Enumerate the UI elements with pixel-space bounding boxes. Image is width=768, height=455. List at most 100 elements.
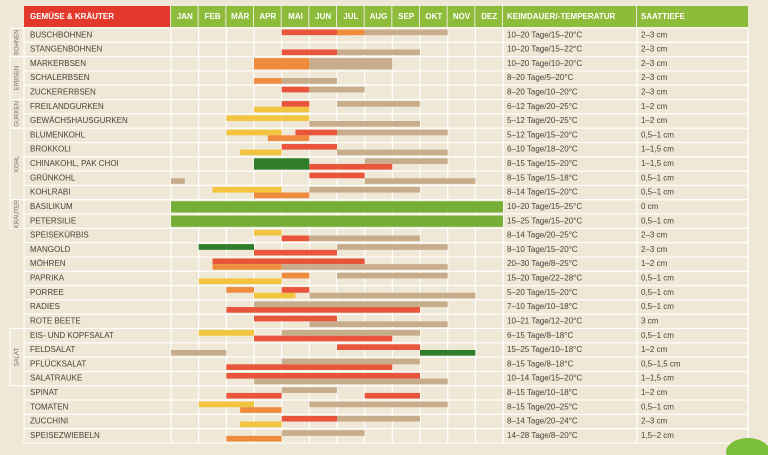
header-cell: [475, 6, 502, 27]
period-bar: [212, 258, 365, 265]
row-germination: 15–25 Tage/10–18°C: [507, 345, 582, 354]
period-bar: [337, 149, 448, 156]
row-germination: 6–12 Tage/20–25°C: [507, 102, 578, 111]
row-name: EIS- UND KOPFSALAT: [30, 331, 114, 340]
header-month: MAI: [288, 12, 303, 21]
row-name: ROTE BEETE: [30, 316, 81, 325]
row-germination: 8–14 Tage/20–25°C: [507, 231, 578, 240]
period-bar: [420, 349, 476, 356]
header-month: FEB: [205, 12, 221, 21]
period-bar: [254, 192, 310, 199]
header-month: OKT: [425, 12, 442, 21]
period-bar: [309, 163, 393, 170]
row-germination: 14–28 Tage/8–20°C: [507, 431, 578, 440]
row-name: BUSCHBOHNEN: [30, 30, 92, 39]
row-name: BROKKOLI: [30, 145, 71, 154]
bars: [171, 29, 503, 442]
row-depth: 1–1,5 cm: [641, 145, 674, 154]
period-bar: [254, 249, 337, 256]
period-bar: [337, 129, 448, 136]
row-germination: 8–10 Tage/15–20°C: [507, 245, 578, 254]
period-bar: [226, 392, 282, 399]
period-bar: [281, 143, 337, 150]
period-bar: [171, 201, 503, 213]
period-bar: [281, 29, 351, 36]
row-germination: 10–20 Tage/15–25°C: [507, 202, 582, 211]
period-bar: [281, 49, 337, 56]
header-month: MÄR: [231, 12, 249, 21]
period-bar: [281, 430, 365, 436]
row-depth: 0,5–1 cm: [641, 188, 674, 197]
period-bar: [212, 186, 282, 193]
row-name: GRÜNKOHL: [30, 173, 76, 182]
period-bar: [337, 415, 420, 422]
row-name: SPINAT: [30, 388, 58, 397]
period-bar: [198, 401, 254, 408]
row-depth: 3 cm: [641, 316, 659, 325]
row-depth: 2–3 cm: [641, 30, 668, 39]
header-cell: [281, 6, 309, 27]
row-germination: 5–12 Tage/15–20°C: [507, 130, 578, 139]
group-label: SALAT: [15, 348, 21, 367]
group-label: BOHNEN: [15, 29, 21, 55]
row-name: RADIES: [30, 302, 60, 311]
row-depth: 0 cm: [641, 202, 659, 211]
period-bar: [254, 229, 282, 236]
period-bar: [337, 101, 420, 107]
row-depth: 0,5–1 cm: [641, 216, 674, 225]
row-germination: 8–20 Tage/10–20°C: [507, 88, 578, 97]
period-bar: [254, 78, 282, 84]
group-box: [9, 199, 25, 229]
period-bar: [281, 415, 337, 422]
row-name: BLUMENKOHL: [30, 130, 86, 139]
row-germination: 10–20 Tage/15–20°C: [507, 30, 582, 39]
period-bar: [226, 364, 393, 370]
row-germination: 8–15 Tage/15–20°C: [507, 159, 578, 168]
header-month: APR: [259, 12, 276, 21]
row-name: FREILANDGURKEN: [30, 102, 104, 111]
header-month: DEZ: [481, 12, 497, 21]
period-bar: [240, 149, 282, 156]
row-depth: 0,5–1,5 cm: [641, 359, 681, 368]
period-bar: [212, 264, 282, 270]
period-bar: [309, 235, 420, 242]
row-germination: 8–15 Tage/20–25°C: [507, 402, 578, 411]
period-bar: [281, 358, 420, 365]
row-depth: 0,5–1 cm: [641, 173, 674, 182]
period-bar: [309, 172, 365, 179]
row-name: SPEISEZWIEBELN: [30, 431, 100, 440]
period-bar: [281, 272, 310, 279]
period-bar: [281, 235, 310, 242]
row-name: PORREE: [30, 288, 64, 297]
group-label: KOHL: [15, 155, 21, 172]
header-cell: [198, 6, 226, 27]
row-name: ZUCCHINI: [30, 417, 68, 426]
header-cell: [364, 6, 392, 27]
row-depth: 0,5–1 cm: [641, 288, 674, 297]
row-name: BASILIKUM: [30, 202, 73, 211]
period-bar: [364, 158, 448, 164]
period-bar: [281, 287, 310, 293]
header-cell: [503, 6, 636, 27]
row-name: ZUCKERERBSEN: [30, 88, 96, 97]
row-germination: 8–15 Tage/8–18°C: [507, 359, 573, 368]
period-bar: [226, 435, 282, 442]
row-name: MANGOLD: [30, 245, 71, 254]
row-depth: 1–2 cm: [641, 388, 668, 397]
row-name: PFLÜCKSALAT: [30, 359, 86, 368]
period-bar: [198, 244, 254, 250]
group-box: [9, 328, 25, 387]
period-bar: [309, 292, 476, 299]
header-cell: [392, 6, 419, 27]
period-bar: [171, 178, 185, 184]
row-name: SPEISEKÜRBIS: [30, 231, 89, 240]
group-label: KRÄUTER: [14, 199, 21, 228]
header-cell: [420, 6, 447, 27]
header-label: SAATTIEFE: [641, 12, 686, 21]
row-name: SALATRAUKE: [30, 374, 82, 383]
period-bar: [364, 178, 476, 184]
row-germination: 15–20 Tage/22–28°C: [507, 274, 582, 283]
period-bar: [254, 158, 310, 170]
row-depth: 2–3 cm: [641, 417, 668, 426]
header-label: KEIMDAUER/-TEMPERATUR: [507, 12, 616, 21]
